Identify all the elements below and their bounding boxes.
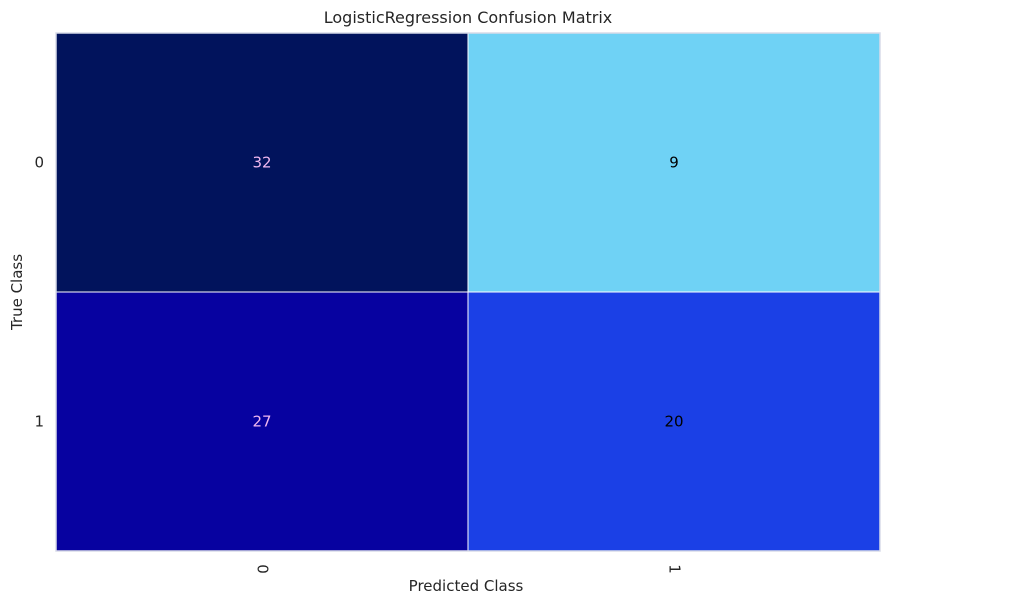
heatmap-cell-0-0: [55, 32, 469, 293]
y-tick-labels: 01: [34, 154, 44, 431]
x-tick-label-0: 0: [254, 564, 272, 574]
cell-value-0-0: 32: [252, 154, 271, 172]
heatmap-cells: 32 9 27 20: [55, 32, 881, 552]
cell-value-1-0: 27: [252, 413, 271, 431]
heatmap-cell-1-1: [467, 291, 881, 552]
cell-value-1-1: 20: [664, 413, 683, 431]
plot-frame: [55, 32, 881, 552]
heatmap-cell-0-1: [467, 32, 881, 293]
heatmap-cell-1-0: [55, 291, 469, 552]
y-axis-label: True Class: [8, 254, 26, 331]
y-tick-label-1: 1: [34, 413, 44, 431]
x-axis-label: Predicted Class: [409, 577, 524, 595]
chart-title: LogisticRegression Confusion Matrix: [324, 8, 613, 27]
cell-value-0-1: 9: [669, 154, 679, 172]
x-tick-label-1: 1: [666, 564, 684, 574]
y-tick-label-0: 0: [34, 154, 44, 172]
